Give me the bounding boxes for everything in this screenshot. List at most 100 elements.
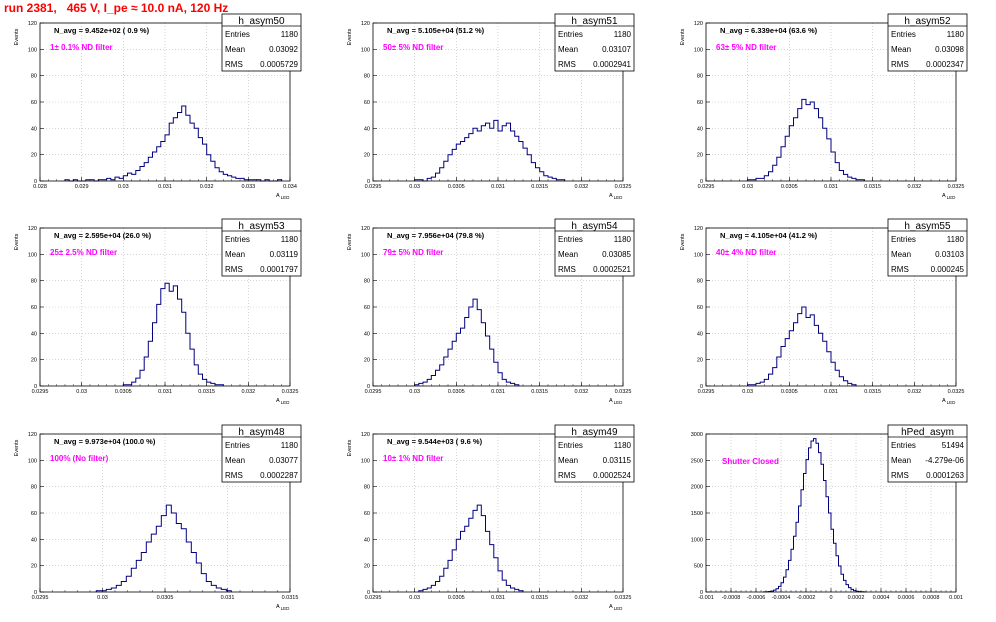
y-tick-label: 60 [364,305,370,311]
y-tick-label: 100 [694,252,703,258]
y-tick-label: 20 [364,564,370,570]
histogram-name: h_asym53 [238,221,285,232]
x-axis-title: ALED [276,193,290,200]
y-axis-title: Events [347,28,353,45]
y-tick-label: 2000 [691,485,703,491]
y-tick-label: 80 [697,74,703,80]
y-tick-label: 0 [700,590,703,596]
stats-value: 0.03103 [935,250,964,259]
y-tick-label: 120 [694,226,703,232]
x-tick-label: -0.0006 [747,595,766,601]
x-axis-title: ALED [942,398,956,405]
histogram-name: h_asym55 [904,221,951,232]
y-tick-label: 40 [31,331,37,337]
y-tick-label: 80 [31,485,37,491]
panel-h_asym51: 0.0295 0.03 0.0305 0.031 0.0315 0.032 0.0325 0 2… [347,13,635,200]
x-tick-label: 0.03 [118,184,129,190]
x-tick-label: -0.001 [698,595,714,601]
x-tick-label: 0.031 [824,184,838,190]
y-tick-label: 20 [31,358,37,364]
stats-value: 1180 [281,235,299,244]
x-tick-label: 0.03 [97,595,108,601]
x-tick-label: 0.0315 [531,184,548,190]
y-tick-label: 80 [364,279,370,285]
x-tick-label: 0.032 [574,184,588,190]
y-axis-title: Events [347,439,353,456]
x-tick-label: 0 [829,595,832,601]
y-tick-label: 120 [361,21,370,27]
filter-label: Shutter Closed [722,457,779,466]
x-tick-label: 0.031 [221,595,235,601]
y-tick-label: 0 [34,179,37,185]
panel-h_asym48: 0.0295 0.03 0.0305 0.031 0.0315 0 20 40 60 80 100 1… [14,424,302,611]
stats-value: 1180 [614,30,632,39]
x-tick-label: 0.0295 [365,595,382,601]
y-tick-label: 0 [34,384,37,390]
x-tick-label: 0.031 [824,389,838,395]
x-tick-label: 0.0325 [948,184,965,190]
x-tick-label: 0.0295 [32,389,49,395]
histogram-line [95,504,232,592]
x-tick-label: 0.029 [75,184,89,190]
stats-value: 0.03077 [269,456,298,465]
stats-label: Entries [558,441,583,450]
stats-value: 0.03119 [270,250,299,259]
histogram-line [418,504,524,592]
stats-value: 1180 [281,441,299,450]
stats-label: RMS [225,471,243,480]
stats-value: 0.0002521 [593,265,631,274]
y-tick-label: 80 [31,279,37,285]
stats-label: Entries [891,441,916,450]
stats-label: Entries [891,235,916,244]
y-tick-label: 80 [364,485,370,491]
x-axis-title: ALED [276,398,290,405]
stats-label: Entries [558,30,583,39]
y-axis-title: Events [680,28,686,45]
y-tick-label: 80 [364,74,370,80]
stats-value: 0.0001263 [926,471,964,480]
y-axis-title: Events [680,233,686,250]
y-tick-label: 60 [364,511,370,517]
x-tick-label: 0.0006 [898,595,915,601]
stats-label: RMS [225,60,243,69]
stats-label: Mean [891,45,911,54]
histogram-line [747,306,857,386]
y-tick-label: 120 [28,432,37,438]
y-tick-label: 100 [361,252,370,258]
histogram-line [414,298,520,386]
x-tick-label: 0.032 [907,184,921,190]
stats-box [221,218,302,277]
stats-label: Mean [225,250,245,259]
y-axis-title: Events [347,233,353,250]
x-tick-label: 0.031 [491,595,505,601]
navg-label: N_avg = 6.339e+04 (63.6 %) [720,26,818,35]
y-tick-label: 0 [367,590,370,596]
x-tick-label: 0.0295 [365,389,382,395]
x-tick-label: 0.032 [200,184,214,190]
x-tick-label: 0.032 [574,595,588,601]
y-tick-label: 2500 [691,458,703,464]
y-tick-label: 3000 [691,432,703,438]
stats-value: 1180 [281,30,299,39]
histogram-name: h_asym52 [904,16,951,27]
stats-value: 0.0005729 [260,60,298,69]
y-tick-label: 20 [31,564,37,570]
y-tick-label: 0 [34,590,37,596]
x-tick-label: 0.0295 [698,389,715,395]
stats-value: 51494 [942,441,965,450]
x-tick-label: 0.0305 [115,389,132,395]
y-tick-label: 40 [697,331,703,337]
stats-value: 0.03085 [602,250,631,259]
x-tick-label: 0.0325 [282,389,299,395]
x-tick-label: 0.0325 [615,595,632,601]
histogram-name: h_asym54 [571,221,618,232]
stats-box [221,13,302,72]
y-tick-label: 60 [697,305,703,311]
x-tick-label: 0.028 [33,184,47,190]
stats-label: RMS [891,265,909,274]
filter-label: 40± 4% ND filter [716,248,776,257]
navg-label: N_avg = 2.595e+04 (26.0 %) [54,231,152,240]
histogram-name: h_asym48 [238,427,285,438]
y-tick-label: 40 [697,126,703,132]
x-tick-label: 0.0325 [615,389,632,395]
